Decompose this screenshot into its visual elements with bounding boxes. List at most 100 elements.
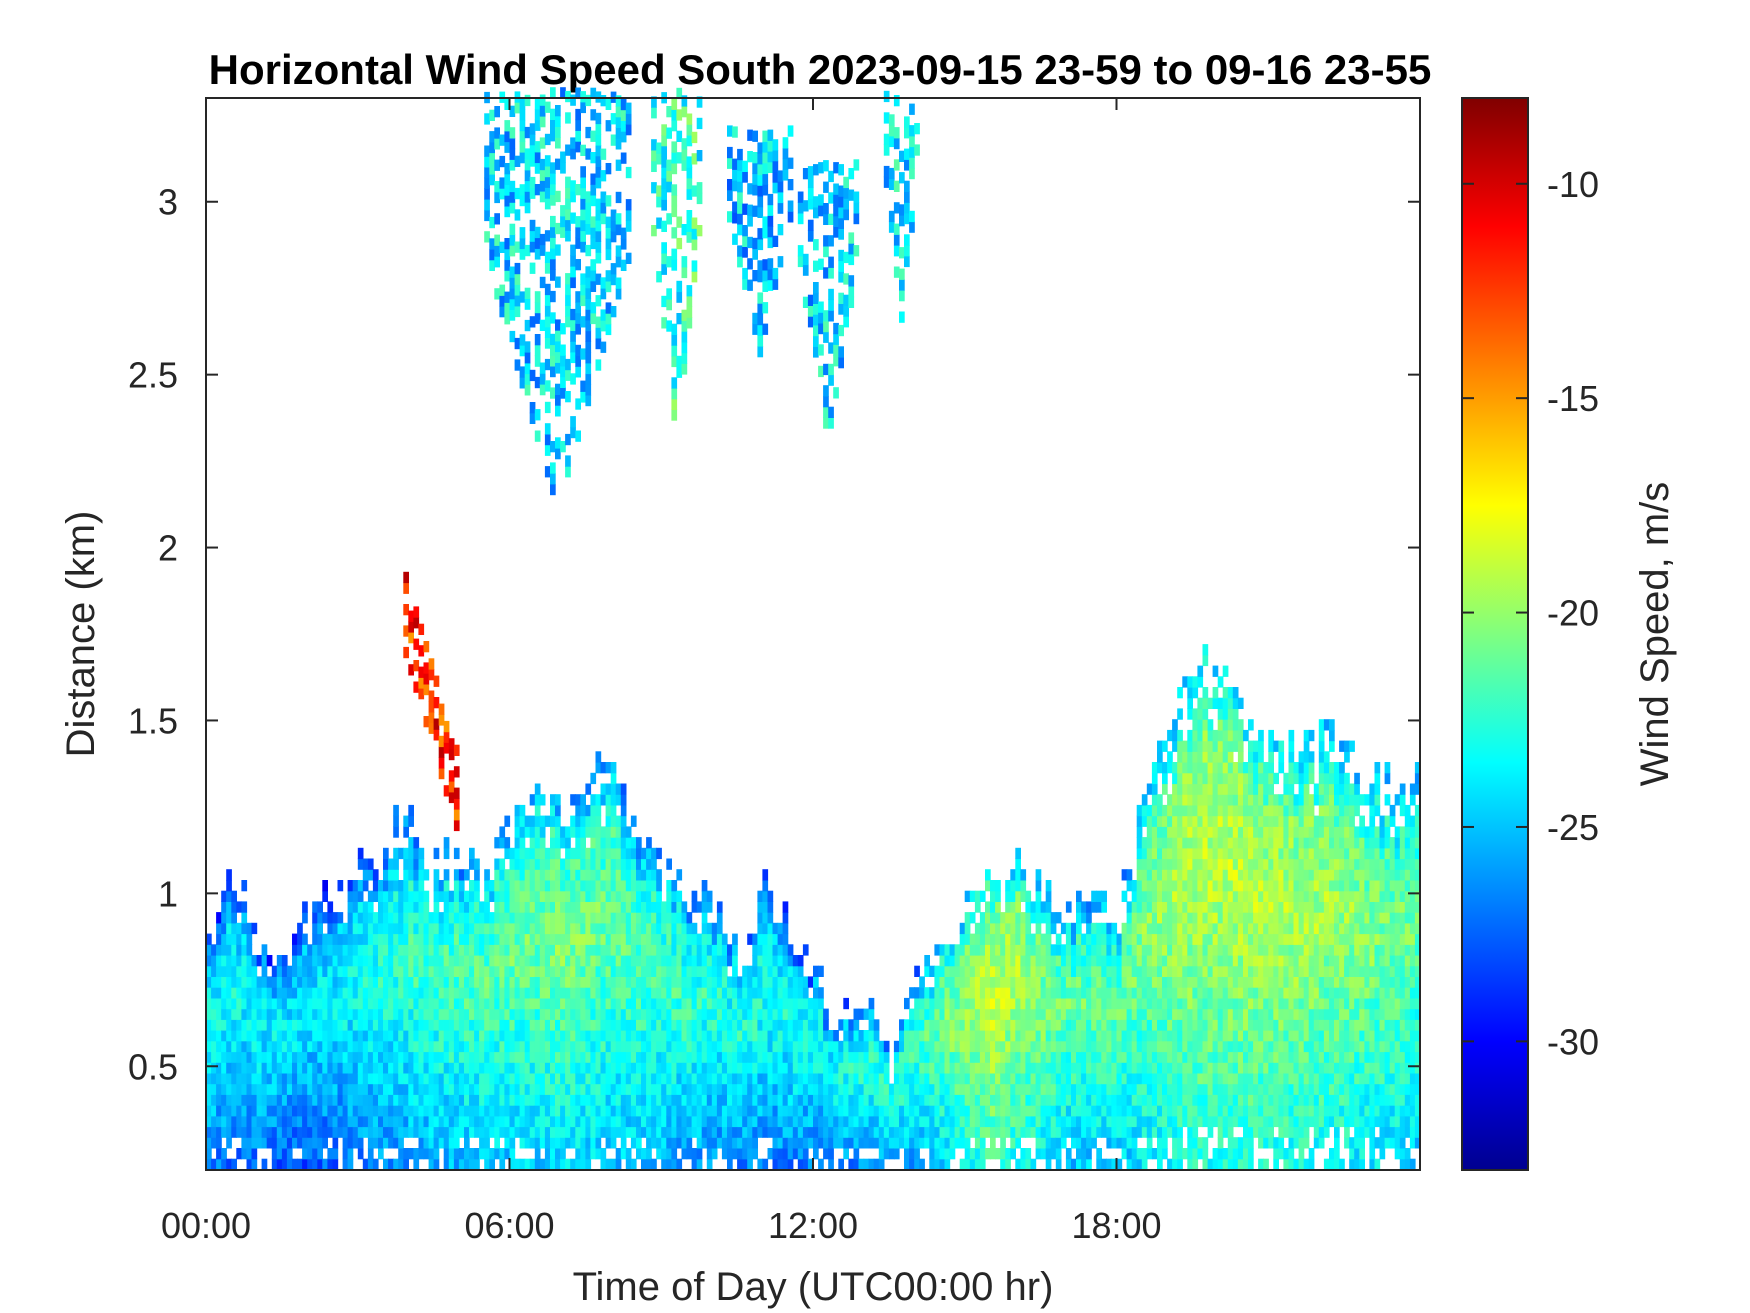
- heatmap-cell: [757, 1030, 764, 1042]
- heatmap-cell: [1076, 1115, 1082, 1128]
- heatmap-cell: [1167, 794, 1173, 806]
- heatmap-cell: [924, 965, 930, 977]
- heatmap-cell: [1121, 976, 1128, 988]
- heatmap-cell: [995, 890, 1001, 902]
- heatmap-cell: [833, 1030, 839, 1042]
- heatmap-cell: [524, 1105, 531, 1117]
- heatmap-cell: [792, 1137, 799, 1149]
- heatmap-cell: [1197, 965, 1204, 977]
- heatmap-cell: [1076, 1158, 1082, 1170]
- heatmap-cell: [1055, 1158, 1062, 1170]
- heatmap-cell: [276, 1051, 283, 1063]
- heatmap-cell: [873, 1051, 880, 1063]
- heatmap-cell: [281, 1030, 288, 1042]
- heatmap-cell: [615, 1040, 622, 1053]
- heatmap-cell: [524, 880, 531, 892]
- heatmap-cell: [514, 955, 521, 967]
- heatmap-cell: [428, 987, 435, 999]
- heatmap-cell: [959, 1008, 966, 1020]
- heatmap-cell: [206, 933, 212, 945]
- heatmap-cell: [1146, 965, 1153, 977]
- heatmap-cell: [388, 1072, 394, 1085]
- heatmap-cell: [732, 955, 738, 967]
- heatmap-cell: [534, 858, 541, 870]
- heatmap-cell: [656, 955, 662, 967]
- heatmap-cell: [1177, 708, 1183, 720]
- heatmap-cell: [1146, 890, 1153, 902]
- heatmap-cell: [585, 1030, 592, 1042]
- heatmap-cell: [1141, 1030, 1148, 1042]
- heatmap-cell: [1162, 837, 1168, 849]
- heatmap-cell: [610, 944, 617, 956]
- heatmap-cell: [878, 1148, 885, 1160]
- heatmap-cell: [398, 1158, 404, 1170]
- heatmap-cell: [1010, 1051, 1016, 1063]
- heatmap-cell: [580, 955, 586, 967]
- heatmap-cell: [681, 1051, 688, 1063]
- heatmap-cell: [246, 1115, 253, 1128]
- heatmap-cell: [646, 976, 652, 988]
- heatmap-cell: [964, 1137, 971, 1149]
- heatmap-cell: [802, 1148, 809, 1160]
- heatmap-cell: [807, 1137, 814, 1149]
- heatmap-cell: [357, 1083, 364, 1095]
- heatmap-cell: [762, 869, 769, 881]
- heatmap-cell: [995, 1105, 1001, 1117]
- heatmap-cell: [590, 890, 597, 902]
- heatmap-cell: [443, 976, 450, 988]
- heatmap-cell: [762, 1040, 769, 1053]
- heatmap-cell: [944, 1158, 951, 1170]
- heatmap-cell: [676, 1105, 683, 1117]
- heatmap-cell: [221, 955, 227, 967]
- heatmap-cell: [777, 1019, 784, 1031]
- heatmap-cell: [863, 1137, 870, 1149]
- heatmap-cell: [469, 997, 475, 1010]
- heatmap-cell: [732, 1148, 738, 1160]
- heatmap-cell: [605, 762, 612, 774]
- heatmap-cell: [504, 1019, 511, 1031]
- heatmap-cell: [1126, 933, 1133, 945]
- heatmap-cell: [519, 1051, 526, 1063]
- heatmap-cell: [595, 804, 602, 817]
- heatmap-cell: [474, 1148, 480, 1160]
- heatmap-cell: [716, 901, 723, 913]
- heatmap-cell: [297, 1051, 303, 1063]
- heatmap-cell: [226, 1115, 232, 1128]
- heatmap-cell: [1157, 826, 1163, 838]
- heatmap-cell: [661, 1083, 667, 1095]
- heatmap-cell: [979, 1040, 986, 1053]
- heatmap-cell: [428, 1008, 435, 1020]
- heatmap-cell: [995, 955, 1001, 967]
- heatmap-cell: [226, 1072, 232, 1085]
- heatmap-cell: [221, 965, 227, 977]
- heatmap-cell: [1015, 922, 1021, 935]
- heatmap-cell: [1151, 1126, 1158, 1138]
- heatmap-cell: [1025, 890, 1032, 902]
- heatmap-cell: [474, 955, 480, 967]
- heatmap-cell: [1055, 1040, 1062, 1053]
- heatmap-cell: [378, 901, 384, 913]
- heatmap-cell: [519, 1126, 526, 1138]
- heatmap-cell: [453, 933, 460, 945]
- heatmap-cell: [620, 944, 627, 956]
- heatmap-cell: [453, 890, 460, 902]
- heatmap-cell: [504, 1051, 511, 1063]
- heatmap-cell: [1055, 976, 1062, 988]
- heatmap-cell: [1020, 1051, 1027, 1063]
- heatmap-cell: [464, 901, 470, 913]
- heatmap-cell: [1111, 1051, 1118, 1063]
- heatmap-cell: [529, 1030, 536, 1042]
- heatmap-cell: [580, 890, 586, 902]
- heatmap-cell: [605, 912, 612, 924]
- heatmap-cell: [772, 1137, 779, 1149]
- heatmap-cell: [362, 965, 369, 977]
- heatmap-cell: [681, 1062, 688, 1074]
- heatmap-cell: [939, 965, 946, 977]
- heatmap-cell: [367, 1083, 374, 1095]
- heatmap-cell: [974, 1137, 981, 1149]
- heatmap-cell: [1162, 783, 1168, 795]
- heatmap-cell: [1101, 933, 1107, 945]
- heatmap-cell: [1025, 912, 1032, 924]
- heatmap-cell: [281, 1137, 288, 1149]
- heatmap-cell: [610, 1115, 617, 1128]
